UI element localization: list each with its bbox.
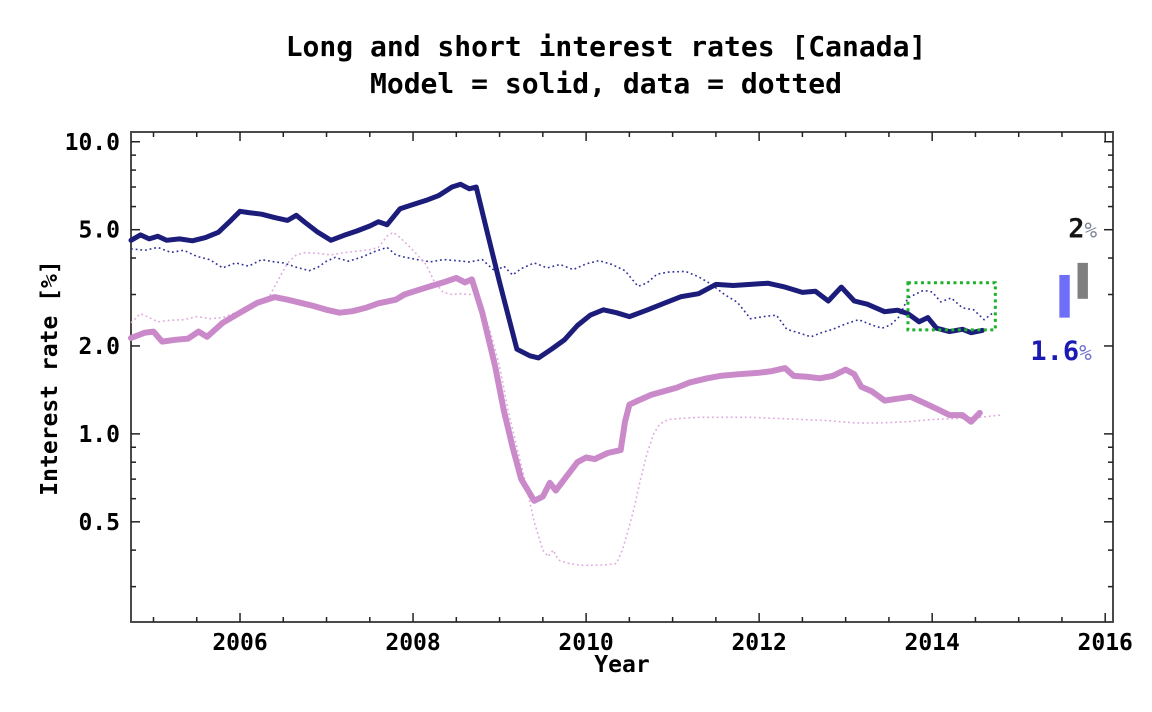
chart-title-line1: Long and short interest rates [Canada] [285,30,927,63]
chart-title-line2: Model = solid, data = dotted [369,67,842,100]
y-tick-label: 2.0 [78,334,120,360]
series-short-rate-model [128,274,983,504]
series-short-rate-data [130,231,1001,567]
blue-bar [1059,274,1070,318]
x-tick-label: 2012 [731,630,786,656]
chart-title: Long and short interest rates [Canada] M… [30,28,1152,102]
x-tick-label: 2014 [904,630,959,656]
x-axis-label: Year [594,652,650,678]
x-tick-label: 2010 [558,630,613,656]
x-tick-label: 2008 [385,630,440,656]
x-tick-label: 2006 [212,630,267,656]
annotation-label-2pct: 2% [1068,213,1097,244]
x-tick-label: 2016 [1078,630,1133,656]
y-tick-label: 5.0 [78,218,120,244]
y-tick-label: 10.0 [65,130,120,156]
plot-border [130,131,1114,623]
series-long-rate-data [130,246,995,338]
annotation-label-1-6pct: 1.6% [1030,336,1092,367]
gray-bar [1077,262,1088,299]
series-long-rate-model [128,181,985,361]
highlight-box [906,281,997,332]
y-tick-label: 0.5 [78,510,120,536]
y-tick-label: 1.0 [78,422,120,448]
